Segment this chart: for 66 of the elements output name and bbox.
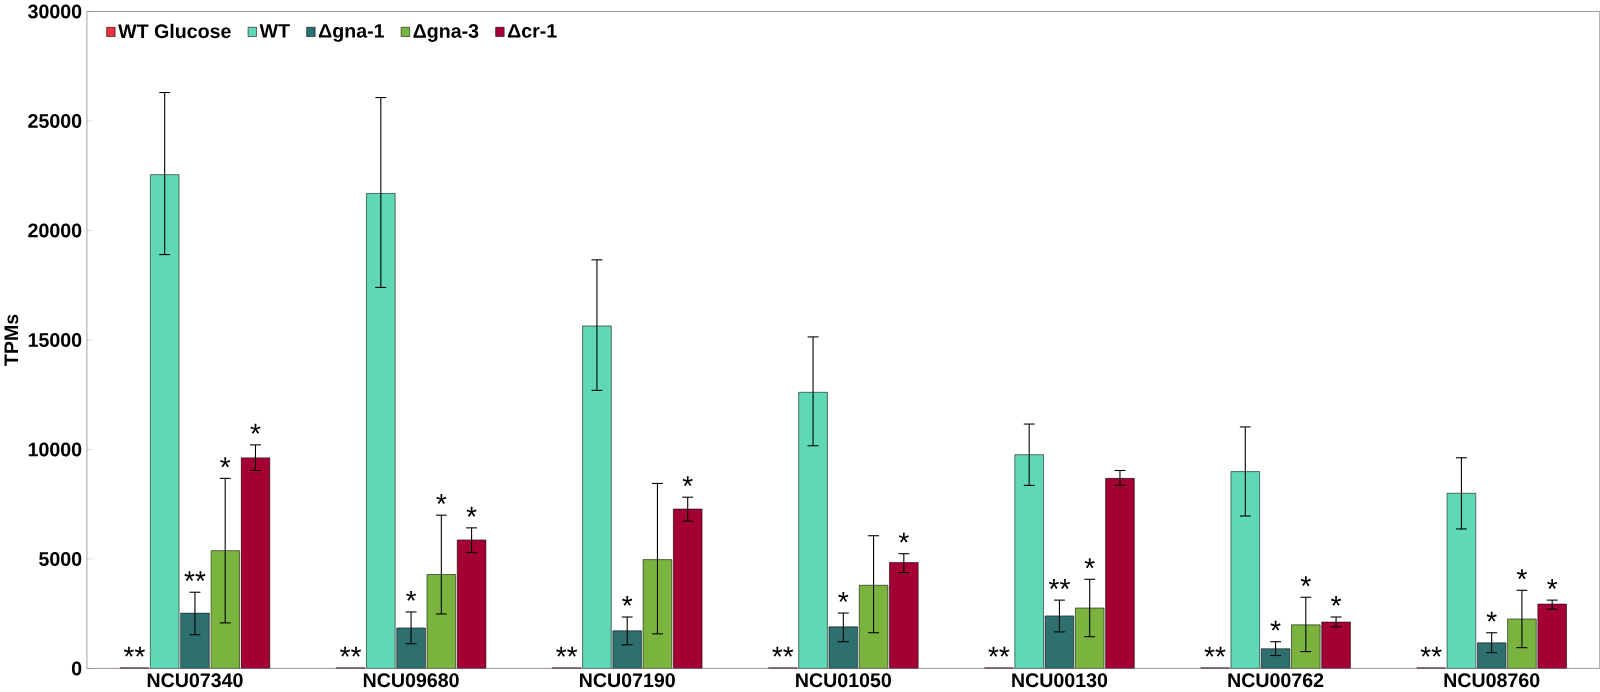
y-tick-label: 25000 <box>28 114 82 129</box>
bar <box>180 612 210 669</box>
bar <box>1014 454 1044 669</box>
data-label: ** <box>340 646 362 657</box>
data-label: * <box>466 506 477 517</box>
y-tick-label: 20000 <box>28 223 82 238</box>
x-tick-label: NCU00130 <box>1012 673 1108 688</box>
data-label: * <box>622 596 633 606</box>
bar <box>798 392 828 669</box>
bar <box>1044 615 1075 669</box>
y-tick-label: 5000 <box>39 552 82 567</box>
x-tick-label: NCU08760 <box>1444 673 1540 688</box>
data-label: * <box>1300 576 1311 587</box>
data-label: ** <box>1420 646 1442 657</box>
bar <box>828 626 858 669</box>
data-label: * <box>220 457 231 468</box>
bar <box>612 630 642 669</box>
bar <box>582 325 612 669</box>
bar <box>1477 642 1507 669</box>
bar <box>240 457 271 669</box>
data-label: ** <box>123 646 145 657</box>
x-tick-label: NCU01050 <box>796 673 891 688</box>
data-label: * <box>838 592 849 603</box>
bar <box>1537 603 1567 669</box>
data-label: ** <box>988 646 1010 657</box>
bar <box>1260 648 1291 669</box>
data-label: * <box>436 494 447 505</box>
legend-label: Δgna-1 <box>318 24 384 42</box>
bar <box>456 539 487 669</box>
bar <box>889 562 919 669</box>
data-label: * <box>1516 569 1527 580</box>
data-label: ** <box>772 646 794 657</box>
data-label: * <box>1331 596 1342 606</box>
data-label: * <box>682 476 693 487</box>
bar <box>396 627 426 669</box>
bar <box>1105 478 1135 669</box>
legend-label: Δgna-3 <box>413 24 479 43</box>
bar <box>150 174 180 669</box>
bar <box>673 508 703 669</box>
data-label: ** <box>1204 646 1226 657</box>
y-tick-label: 10000 <box>28 442 82 457</box>
legend-label: Δcr-1 <box>507 24 557 38</box>
y-tick-label: 30000 <box>28 4 82 19</box>
bar <box>366 193 396 669</box>
data-label: ** <box>556 646 578 657</box>
legend-label: WT Glucose <box>118 23 231 39</box>
bar <box>1446 493 1477 669</box>
data-label: * <box>898 532 909 543</box>
x-tick-label: NCU09680 <box>363 673 459 688</box>
y-axis-title: TPMs <box>4 314 19 367</box>
data-label: ** <box>1048 579 1070 590</box>
legend-label: WT <box>259 24 290 38</box>
data-label: * <box>250 423 261 434</box>
bar <box>1321 621 1351 669</box>
data-label: * <box>1084 558 1095 569</box>
x-tick-label: NCU07190 <box>580 673 675 688</box>
y-tick-label: 0 <box>71 661 82 676</box>
bar <box>1230 471 1260 669</box>
y-tick-label: 15000 <box>28 333 82 348</box>
data-label: * <box>1547 579 1558 590</box>
data-label: * <box>1270 620 1281 631</box>
data-label: * <box>1486 611 1497 622</box>
x-tick-label: NCU07340 <box>147 673 243 688</box>
data-label: ** <box>184 571 206 582</box>
data-label: * <box>406 591 417 601</box>
x-tick-label: NCU00762 <box>1228 673 1324 688</box>
